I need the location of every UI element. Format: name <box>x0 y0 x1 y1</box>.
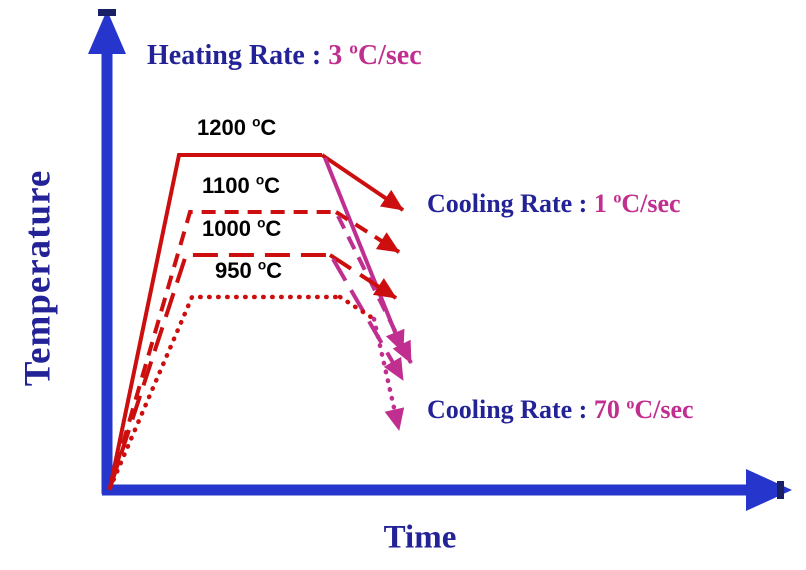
temp-label-1000-unit: C <box>265 216 282 241</box>
y-axis-arrowhead <box>88 10 126 54</box>
cooling-rate-fast-annotation: Cooling Rate : 70 oC/sec <box>427 395 694 425</box>
cooling-rate-slow-value: 1 <box>593 189 614 218</box>
profile-1100-line <box>108 210 336 489</box>
profile-950-line <box>107 294 343 491</box>
cooling-arrow-950-fast <box>371 316 405 433</box>
cooling-rate-fast-degree: o <box>626 395 635 413</box>
profile-1000-line <box>108 253 330 489</box>
profile-1200-line <box>108 153 322 489</box>
temp-label-1000-degree: o <box>257 215 266 231</box>
cooling-rate-slow-degree: o <box>613 189 622 207</box>
cooling-segment-950-slow <box>337 294 377 322</box>
heating-rate-unit: C/sec <box>357 40 422 71</box>
temp-label-1100-degree: o <box>255 172 265 188</box>
cooling-rate-slow-annotation: Cooling Rate : 1 oC/sec <box>427 189 681 219</box>
temp-label-950-unit: C <box>266 258 283 283</box>
cooling-arrow-1100-slow <box>334 210 401 254</box>
heating-rate-degree: o <box>349 38 358 58</box>
x-axis-label: Time <box>383 519 457 556</box>
temp-label-950-degree: o <box>257 257 267 273</box>
y-axis-label: Temperature <box>17 169 59 387</box>
cooling-rate-slow-label: Cooling Rate : <box>427 189 594 218</box>
temp-label-1100-value: 1100 <box>202 173 256 198</box>
temp-label-950-value: 950 <box>215 258 258 283</box>
heating-rate-label: Heating Rate : <box>147 40 329 71</box>
temp-label-1200-value: 1200 <box>197 115 253 140</box>
cooling-arrow-1000-slow <box>328 253 398 300</box>
temp-label-1200-degree: o <box>252 114 261 130</box>
temp-label-1000: 1000 oC <box>202 216 281 242</box>
cooling-rate-slow-unit: C/sec <box>621 189 681 218</box>
heating-rate-value: 3 <box>328 40 350 71</box>
heating-rate-annotation: Heating Rate : 3 oC/sec <box>147 38 422 72</box>
x-axis-tip-mark <box>777 481 784 499</box>
temp-label-950: 950 oC <box>215 258 282 284</box>
x-axis-arrowhead <box>746 469 792 511</box>
temp-label-1200: 1200 oC <box>197 115 276 141</box>
temp-label-1000-value: 1000 <box>202 216 258 241</box>
cooling-arrow-1000-fast <box>331 257 405 382</box>
cooling-arrow-1200-slow <box>320 153 405 212</box>
y-axis-tip-mark <box>98 9 116 16</box>
cooling-rate-fast-value: 70 <box>593 395 627 424</box>
temp-label-1100-unit: C <box>264 173 281 198</box>
temp-label-1100: 1100 oC <box>202 173 280 199</box>
temp-label-1200-unit: C <box>260 115 277 140</box>
cooling-rate-fast-label: Cooling Rate : <box>427 395 594 424</box>
cooling-rate-fast-unit: C/sec <box>634 395 694 424</box>
